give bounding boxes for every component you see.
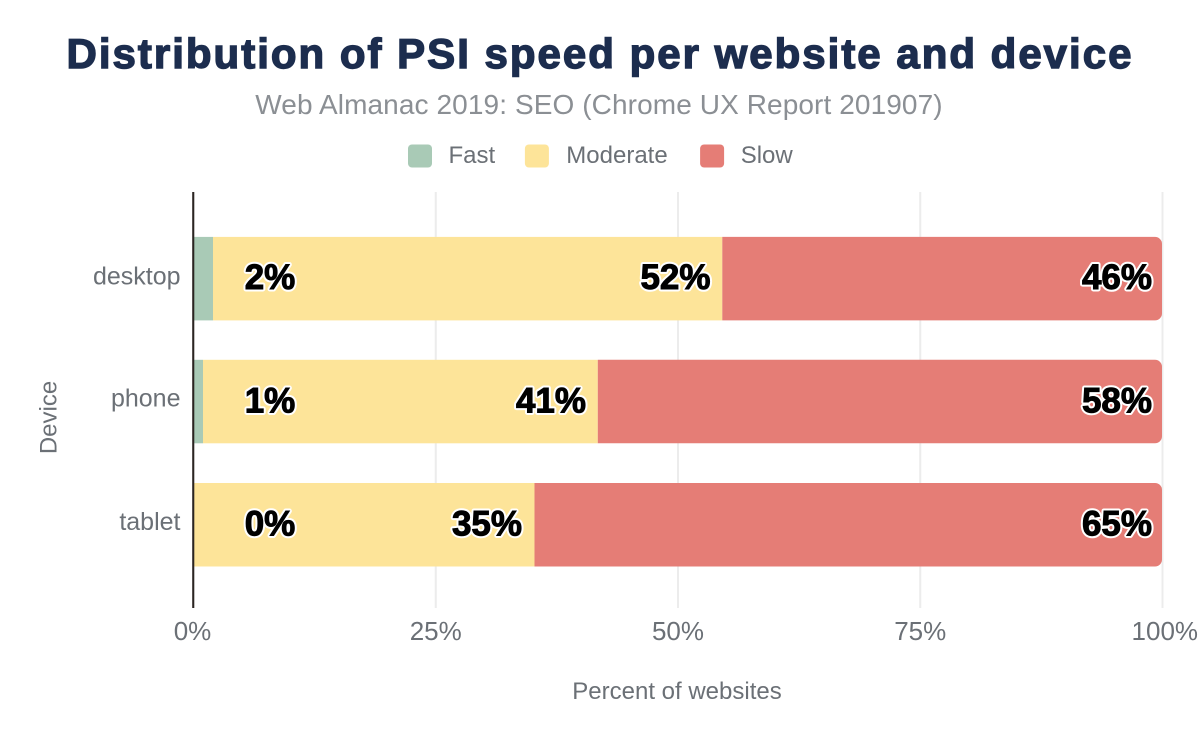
svg-text:46%: 46% [1082,258,1152,297]
svg-text:65%: 65% [1082,505,1152,544]
svg-text:phone: phone [111,384,181,412]
svg-text:50%: 50% [652,616,704,646]
svg-text:75%: 75% [894,616,946,646]
svg-text:Distribution of PSI speed per: Distribution of PSI speed per website an… [67,30,1134,77]
svg-text:0%: 0% [245,505,296,544]
svg-text:52%: 52% [640,258,710,297]
svg-text:desktop: desktop [93,263,181,291]
svg-text:41%: 41% [516,381,586,420]
svg-text:1%: 1% [245,381,296,420]
svg-text:100%: 100% [1132,616,1199,646]
svg-text:Moderate: Moderate [566,142,667,169]
svg-text:Device: Device [36,381,63,454]
svg-text:Web Almanac 2019: SEO (Chrome: Web Almanac 2019: SEO (Chrome UX Report … [255,89,942,120]
svg-text:25%: 25% [410,616,462,646]
svg-text:58%: 58% [1082,381,1152,420]
svg-text:35%: 35% [452,505,522,544]
svg-text:52%: 52% [640,258,710,297]
svg-text:tablet: tablet [119,508,180,536]
svg-text:2%: 2% [245,258,296,297]
svg-text:2%: 2% [245,258,296,297]
svg-text:Percent of websites: Percent of websites [572,678,781,705]
svg-text:0%: 0% [245,505,296,544]
svg-text:0%: 0% [174,616,212,646]
svg-text:35%: 35% [452,505,522,544]
svg-text:41%: 41% [516,381,586,420]
svg-text:Slow: Slow [741,142,794,169]
svg-text:58%: 58% [1082,381,1152,420]
svg-text:46%: 46% [1082,258,1152,297]
svg-text:1%: 1% [245,381,296,420]
svg-text:65%: 65% [1082,505,1152,544]
svg-text:Fast: Fast [449,142,496,169]
